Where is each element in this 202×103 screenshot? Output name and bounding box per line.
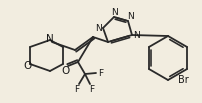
Text: F: F xyxy=(75,84,80,94)
Text: N: N xyxy=(46,34,54,44)
Text: F: F xyxy=(89,84,95,94)
Text: N: N xyxy=(111,8,117,16)
Text: O: O xyxy=(24,61,32,71)
Text: O: O xyxy=(61,66,69,76)
Text: F: F xyxy=(98,68,104,77)
Text: N: N xyxy=(95,23,101,33)
Text: Br: Br xyxy=(178,75,189,85)
Text: N: N xyxy=(134,30,140,39)
Text: N: N xyxy=(128,12,134,20)
